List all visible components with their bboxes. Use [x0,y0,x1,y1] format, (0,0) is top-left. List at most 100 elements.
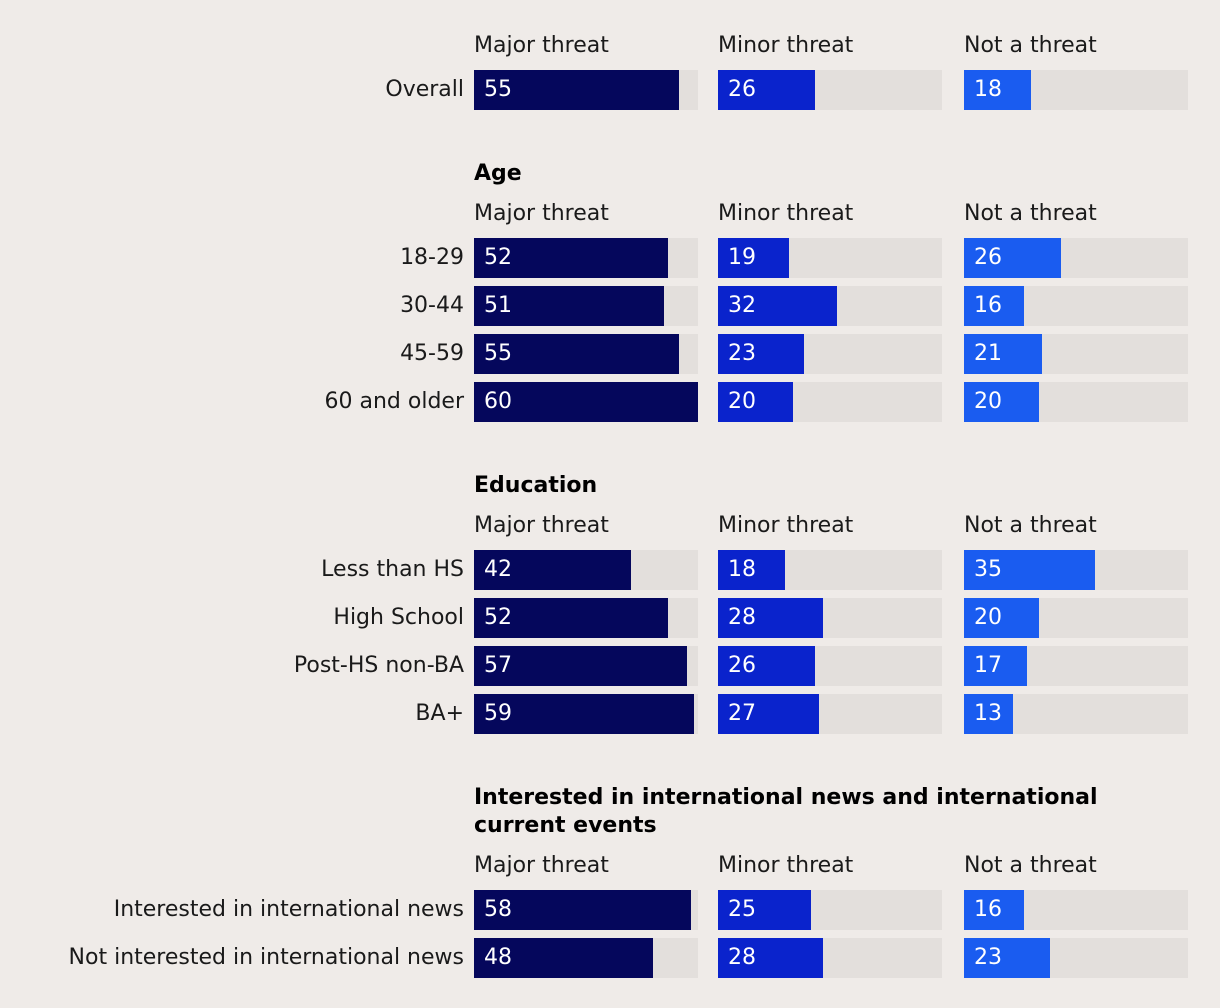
bar [964,938,1050,978]
bar-value-label: 25 [728,897,756,922]
bar [474,238,668,278]
bar-track: 20 [964,382,1188,422]
column-header: Major threat [474,201,609,226]
column-header: Minor threat [718,513,854,538]
bar-value-label: 26 [728,77,756,102]
bar-value-label: 20 [974,389,1002,414]
column-header: Not a threat [964,853,1097,878]
bar-track: 23 [718,334,942,374]
bar-value-label: 51 [484,293,512,318]
bar-value-label: 17 [974,653,1002,678]
bar-value-label: 20 [728,389,756,414]
column-header: Major threat [474,513,609,538]
bar-value-label: 28 [728,605,756,630]
bar-value-label: 16 [974,897,1002,922]
bar-value-label: 13 [974,701,1002,726]
bar-track: 27 [718,694,942,734]
bar-track: 21 [964,334,1188,374]
bar-track: 18 [964,70,1188,110]
bar [718,286,837,326]
bar [474,334,679,374]
bar-track: 28 [718,938,942,978]
bar-value-label: 42 [484,557,512,582]
bar [474,890,691,930]
bar [964,550,1095,590]
bar-value-label: 21 [974,341,1002,366]
bar [718,938,823,978]
bar-value-label: 16 [974,293,1002,318]
bar [964,382,1039,422]
bar [474,382,698,422]
bar [964,890,1024,930]
column-header: Major threat [474,33,609,58]
bar-track: 52 [474,598,698,638]
bar [474,598,668,638]
row-label: Overall [385,77,464,102]
column-header: Minor threat [718,33,854,58]
bar-value-label: 27 [728,701,756,726]
bar-value-label: 18 [728,557,756,582]
bar [718,646,815,686]
row-label: Interested in international news [113,897,464,922]
bar-value-label: 28 [728,945,756,970]
bar-value-label: 55 [484,77,512,102]
bar-value-label: 52 [484,245,512,270]
bar-track: 42 [474,550,698,590]
bar-track: 57 [474,646,698,686]
bar-track: 59 [474,694,698,734]
bar [964,646,1027,686]
section-title: Age [474,161,522,186]
bar [474,646,687,686]
bar-value-label: 18 [974,77,1002,102]
bar [964,238,1061,278]
bar-track: 51 [474,286,698,326]
bar-track: 55 [474,70,698,110]
row-label: 18-29 [400,245,464,270]
row-label: 60 and older [324,389,465,414]
column-header: Minor threat [718,853,854,878]
row-label: BA+ [415,701,464,726]
bar [718,70,815,110]
bar-value-label: 57 [484,653,512,678]
row-label: 30-44 [400,293,464,318]
bar-track: 60 [474,382,698,422]
bar-value-label: 59 [484,701,512,726]
bar-track: 28 [718,598,942,638]
bar [718,890,811,930]
bar-track: 26 [718,70,942,110]
bar [964,694,1013,734]
row-label: High School [333,605,464,630]
section-title: Interested in international news and int… [474,785,1098,838]
bar-track: 26 [964,238,1188,278]
bar [474,286,664,326]
bar-track: 55 [474,334,698,374]
bar-track: 25 [718,890,942,930]
bar [474,694,694,734]
bar-value-label: 26 [974,245,1002,270]
row-label: Less than HS [321,557,464,582]
bar-track: 18 [718,550,942,590]
column-header: Not a threat [964,33,1097,58]
bar [474,550,631,590]
bar-track: 16 [964,286,1188,326]
column-header: Not a threat [964,513,1097,538]
row-label: 45-59 [400,341,464,366]
row-label: Post-HS non-BA [293,653,464,678]
bar-value-label: 32 [728,293,756,318]
bar [718,694,819,734]
bar [964,70,1031,110]
bar [718,382,793,422]
bar [718,238,789,278]
bar-track: 23 [964,938,1188,978]
column-header: Not a threat [964,201,1097,226]
bar-track: 13 [964,694,1188,734]
bar-value-label: 35 [974,557,1002,582]
section-title: Education [474,473,598,498]
bar-value-label: 23 [728,341,756,366]
bar-value-label: 19 [728,245,756,270]
column-header: Minor threat [718,201,854,226]
row-label: Not interested in international news [68,945,464,970]
bar [718,334,804,374]
bar [474,70,679,110]
